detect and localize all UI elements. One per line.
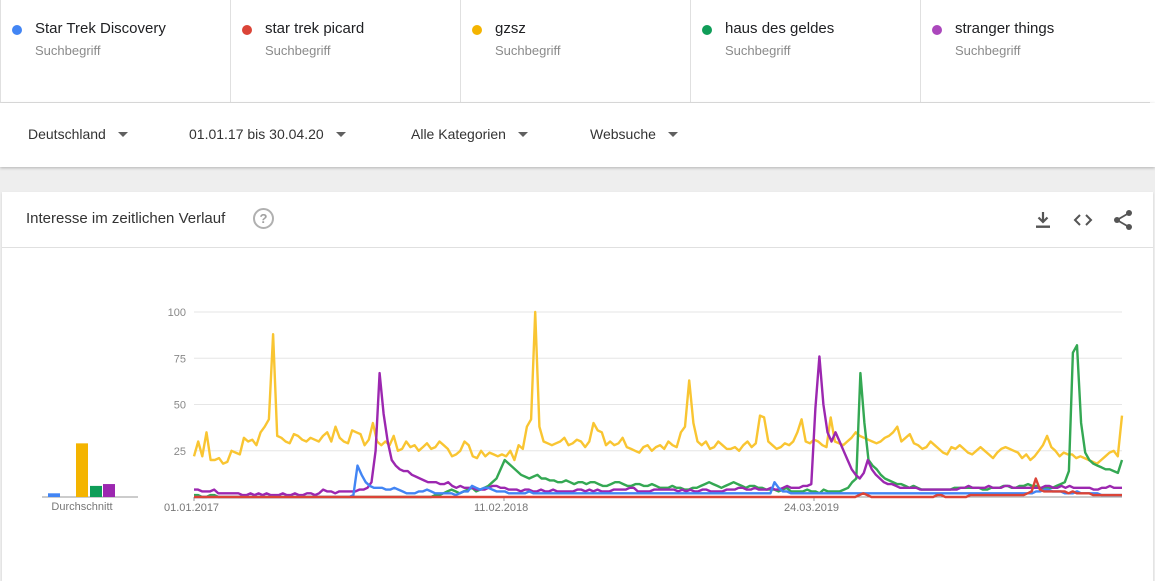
x-tick-label: 11.02.2018 (474, 502, 528, 514)
caret-down-icon (117, 131, 128, 137)
time-range-dropdown[interactable]: 01.01.17 bis 30.04.20 (189, 126, 346, 142)
series-line-star-trek-picard (194, 477, 1122, 499)
caret-down-icon (335, 131, 346, 137)
y-tick-label: 25 (174, 446, 186, 458)
term-card-4[interactable]: haus des geldes Suchbegriff (690, 0, 920, 103)
region-dropdown-label: Deutschland (28, 126, 106, 142)
x-tick-label: 01.01.2017 (164, 502, 219, 514)
y-axis-tick-labels: 25 50 75 100 (168, 307, 186, 458)
term-type: Suchbegriff (265, 43, 331, 58)
caret-down-icon (517, 131, 528, 137)
average-bar (76, 443, 88, 497)
term-color-dot (702, 25, 712, 35)
average-label: Durchschnitt (51, 501, 112, 513)
embed-icon[interactable] (1071, 208, 1095, 232)
filter-bar: Deutschland 01.01.17 bis 30.04.20 Alle K… (0, 103, 1155, 167)
term-card-2[interactable]: star trek picard Suchbegriff (230, 0, 460, 103)
term-name: haus des geldes (725, 20, 835, 37)
series-line-stranger-things (194, 355, 1122, 497)
y-tick-label: 75 (174, 353, 186, 365)
card-title: Interesse im zeitlichen Verlauf (26, 210, 226, 227)
region-dropdown[interactable]: Deutschland (28, 126, 128, 142)
term-name: stranger things (955, 20, 1055, 37)
interest-over-time-card: Interesse im zeitlichen Verlauf ? 25 50 75… (2, 192, 1153, 581)
term-card-1[interactable]: Star Trek Discovery Suchbegriff (0, 0, 230, 103)
trend-chart: 25 50 75 100 Durchschnitt 01.01.2017 11.02.2… (42, 307, 1124, 514)
term-type: Suchbegriff (495, 43, 561, 58)
term-type: Suchbegriff (955, 43, 1021, 58)
download-icon[interactable] (1031, 208, 1055, 232)
term-name: star trek picard (265, 20, 365, 37)
term-color-dot (472, 25, 482, 35)
term-color-dot (12, 25, 22, 35)
help-icon[interactable]: ? (253, 208, 274, 229)
search-type-label: Websuche (590, 126, 656, 142)
term-type: Suchbegriff (35, 43, 101, 58)
y-tick-label: 50 (174, 400, 186, 412)
term-card-3[interactable]: gzsz Suchbegriff (460, 0, 690, 103)
chart-gridlines (193, 311, 1122, 501)
category-dropdown[interactable]: Alle Kategorien (411, 126, 528, 142)
term-name: gzsz (495, 20, 526, 37)
time-range-label: 01.01.17 bis 30.04.20 (189, 126, 324, 142)
series-line-haus-des-geldes (194, 344, 1124, 499)
search-type-dropdown[interactable]: Websuche (590, 126, 678, 142)
term-card-5[interactable]: stranger things Suchbegriff (920, 0, 1150, 103)
average-bar (48, 493, 60, 497)
term-name: Star Trek Discovery (35, 20, 166, 37)
series-lines (192, 310, 1124, 499)
category-label: Alle Kategorien (411, 126, 506, 142)
average-bars (42, 443, 138, 498)
average-bar (90, 485, 102, 497)
term-color-dot (242, 25, 252, 35)
search-terms-bar: Star Trek Discovery Suchbegriff star tre… (0, 0, 1155, 103)
term-color-dot (932, 25, 942, 35)
term-type: Suchbegriff (725, 43, 791, 58)
y-tick-label: 100 (168, 307, 186, 319)
x-axis-tick-labels: 01.01.2017 11.02.2018 24.03.2019 (164, 502, 839, 514)
card-header-divider (2, 247, 1153, 248)
caret-down-icon (667, 131, 678, 137)
x-tick-label: 24.03.2019 (784, 502, 839, 514)
series-line-gzsz (192, 310, 1124, 465)
average-bar (103, 484, 115, 497)
share-icon[interactable] (1111, 208, 1135, 232)
